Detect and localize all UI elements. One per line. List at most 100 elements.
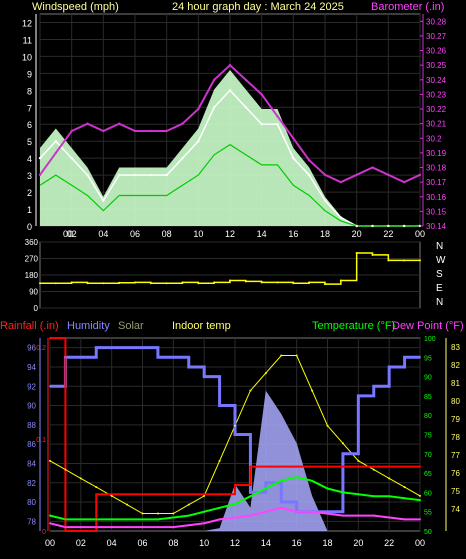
barometer-point [323, 173, 327, 177]
barometer-point [371, 166, 374, 169]
windspeed-point [228, 89, 232, 92]
temperature-x-tick: 16 [292, 538, 302, 548]
barometer-y-axis: 30.14 30.15 30.16 30.17 30.18 30.19 30.2 30.21 3… [420, 14, 447, 231]
wind-gust-fill [40, 70, 420, 226]
humidity-point [419, 356, 421, 359]
windspeed-point [276, 123, 279, 126]
humidity-y-tick: 88 [27, 421, 36, 430]
rainfall-point [64, 530, 67, 532]
temperature-point [79, 518, 82, 521]
windspeed-point [38, 156, 42, 160]
indoor-temp-point [187, 503, 190, 506]
wind-y-tick: 5 [27, 137, 32, 147]
rainfall-point [218, 493, 221, 496]
temperature-point [357, 493, 360, 496]
windspeed-point [339, 216, 343, 219]
barometer-y-tick: 30.22 [426, 105, 447, 114]
temperature-point [218, 506, 221, 509]
dew-point-point [64, 526, 67, 529]
wind-direction-point [276, 281, 279, 284]
rainfall-point [249, 465, 252, 468]
dew-point-point [218, 518, 221, 521]
indoor-temp-y-tick: 83 [451, 343, 460, 352]
windspeed-point [355, 224, 358, 228]
dew-point-point [172, 526, 175, 529]
windspeed-point [117, 173, 121, 177]
humidity-y-tick: 82 [27, 479, 36, 488]
dew-point-point [295, 510, 298, 513]
rainfall-point [357, 465, 360, 468]
dew-point-point [249, 514, 252, 517]
rainfall-point [187, 493, 190, 496]
temperature-y-tick: 65 [424, 471, 432, 478]
humidity-y-tick: 90 [27, 402, 36, 411]
indoor-temp-point [218, 459, 221, 462]
indoor-temp-point [79, 477, 82, 480]
windspeed-point [292, 156, 295, 160]
barometer-point [212, 78, 216, 81]
compass-label: N [436, 297, 443, 308]
temperature-y-tick: 95 [424, 355, 432, 362]
humidity-point [264, 481, 267, 484]
indoor-temp-point [419, 494, 421, 497]
wind-y-tick: 3 [27, 171, 32, 181]
wind-x-tick: 12 [225, 229, 235, 239]
graph-date-title: 24 hour graph day : March 24 2025 [172, 1, 344, 13]
wind-series [38, 63, 422, 228]
temperature-point [295, 475, 298, 478]
direction-y-tick: 360 [25, 238, 39, 247]
rainfall-point [126, 493, 129, 496]
humidity-point [280, 501, 283, 504]
direction-y-tick: 180 [25, 271, 39, 280]
rainfall-point [95, 493, 98, 496]
windspeed-point [181, 156, 184, 160]
windspeed-point [387, 224, 390, 228]
barometer-y-tick: 30.27 [426, 32, 447, 41]
humidity-point [357, 394, 360, 397]
windspeed-point [197, 140, 200, 143]
rainfall-point [388, 465, 391, 468]
temperature-point [110, 518, 113, 521]
dew-point-point [126, 526, 129, 529]
windspeed-point [70, 156, 73, 160]
temperature-axes: 96 94 92 90 88 86 84 82 80 78 0.2 0.1 0 83 82 81 80 79 78 7… [27, 336, 460, 536]
wind-x-tick: 04 [98, 229, 108, 239]
barometer-point [292, 137, 295, 140]
barometer-y-tick: 30.26 [426, 47, 447, 56]
humidity-y-tick: 94 [27, 363, 36, 372]
dew-point-point [49, 522, 51, 525]
dew-point-point [341, 514, 344, 517]
humidity-point [388, 365, 391, 368]
rainfall-point [79, 530, 82, 532]
wind-y-tick: 8 [27, 86, 32, 96]
compass-label: W [436, 255, 446, 266]
rainfall-point [234, 484, 236, 487]
wind-y-tick: 9 [27, 69, 32, 79]
wind-x-tick: 14 [257, 229, 267, 239]
wind-x-tick: 06 [130, 229, 140, 239]
humidity-point [141, 346, 144, 349]
temperature-point [172, 516, 175, 519]
barometer-point [244, 78, 248, 81]
wind-x-tick: 16 [288, 229, 298, 239]
compass-label: S [436, 269, 443, 280]
barometer-point [355, 173, 358, 177]
wind-direction-point [403, 259, 406, 262]
indoor-temp-label: Indoor temp [172, 320, 231, 332]
wind-direction-point [165, 282, 168, 285]
temperature-x-tick: 14 [261, 538, 271, 548]
dew-point-point [79, 526, 82, 529]
windspeed-point [165, 173, 168, 177]
dew-point-point [141, 526, 144, 529]
windspeed-point [307, 173, 311, 177]
indoor-temp-point [295, 354, 298, 357]
wind-title: Windspeed (mph) [32, 1, 119, 13]
barometer-y-tick: 30.19 [426, 149, 447, 158]
dew-point-point [187, 524, 190, 527]
wind-direction-point [260, 281, 263, 284]
barometer-point [165, 129, 168, 133]
temperature-x-tick: 08 [168, 538, 178, 548]
temperature-point [264, 487, 267, 490]
